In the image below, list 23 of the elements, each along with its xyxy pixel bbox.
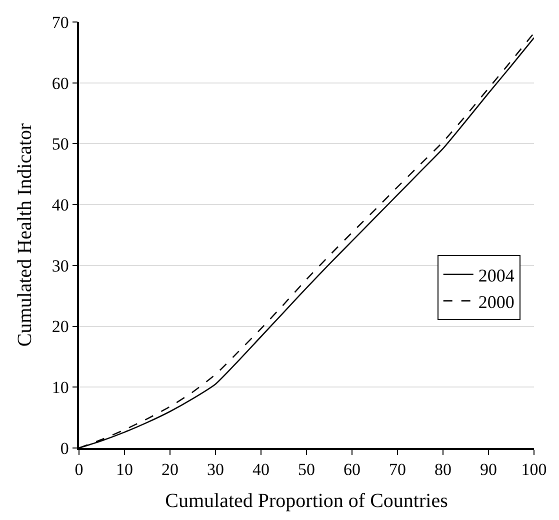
x-tick-label: 40 xyxy=(252,460,270,480)
x-tick-label: 0 xyxy=(74,460,84,480)
y-tick-label: 30 xyxy=(52,256,69,276)
x-tick-label: 90 xyxy=(480,460,497,480)
y-tick-label: 0 xyxy=(60,438,69,458)
x-axis-title: Cumulated Proportion of Countries xyxy=(165,490,448,512)
x-tick-label: 50 xyxy=(298,460,315,480)
y-tick-label: 70 xyxy=(52,12,69,32)
x-tick-label: 70 xyxy=(389,460,406,480)
y-tick-label: 50 xyxy=(52,134,69,154)
y-tick-label: 40 xyxy=(52,196,69,215)
legend-label: 2004 xyxy=(478,265,514,286)
legend-label: 2000 xyxy=(478,292,514,312)
x-tick-label: 30 xyxy=(207,460,224,480)
x-tick-label: 60 xyxy=(344,460,360,480)
x-tick-label: 20 xyxy=(162,460,178,480)
y-tick-label: 20 xyxy=(52,317,69,336)
x-tick-label: 10 xyxy=(116,460,133,480)
x-tick-label: 100 xyxy=(521,460,547,480)
y-tick-label: 60 xyxy=(52,74,69,93)
y-tick-label: 10 xyxy=(52,378,69,398)
x-tick-label: 80 xyxy=(434,460,452,480)
y-axis-title: Cumulated Health Indicator xyxy=(14,123,36,347)
